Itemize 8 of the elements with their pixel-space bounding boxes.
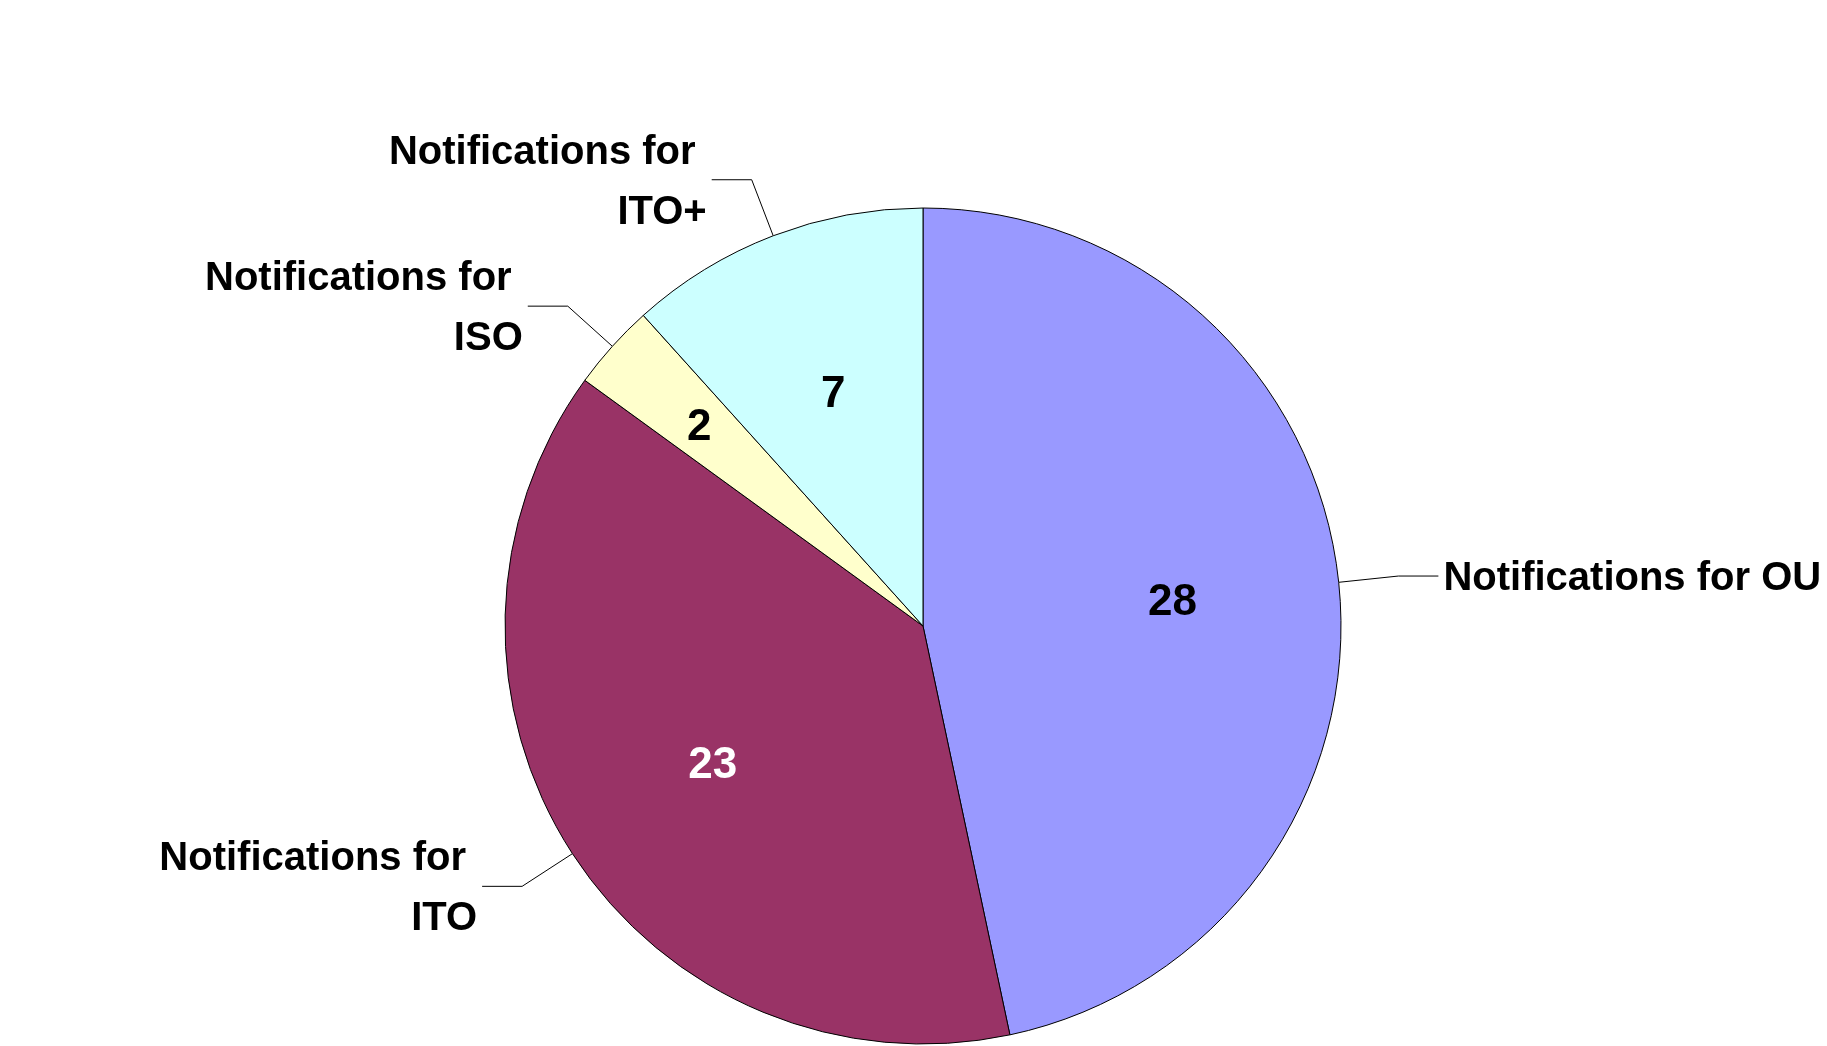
slice-label: Notifications for OU [1443, 554, 1822, 599]
data-label: 7 [820, 367, 846, 417]
slice-label: Notifications for ITO [159, 834, 478, 939]
slice-label: Notifications for ITO+ [388, 127, 707, 232]
slice-label: Notifications for ISO [205, 254, 523, 359]
data-label: 2 [687, 400, 712, 450]
data-label: 28 [1147, 575, 1197, 625]
data-label: 23 [688, 738, 738, 788]
